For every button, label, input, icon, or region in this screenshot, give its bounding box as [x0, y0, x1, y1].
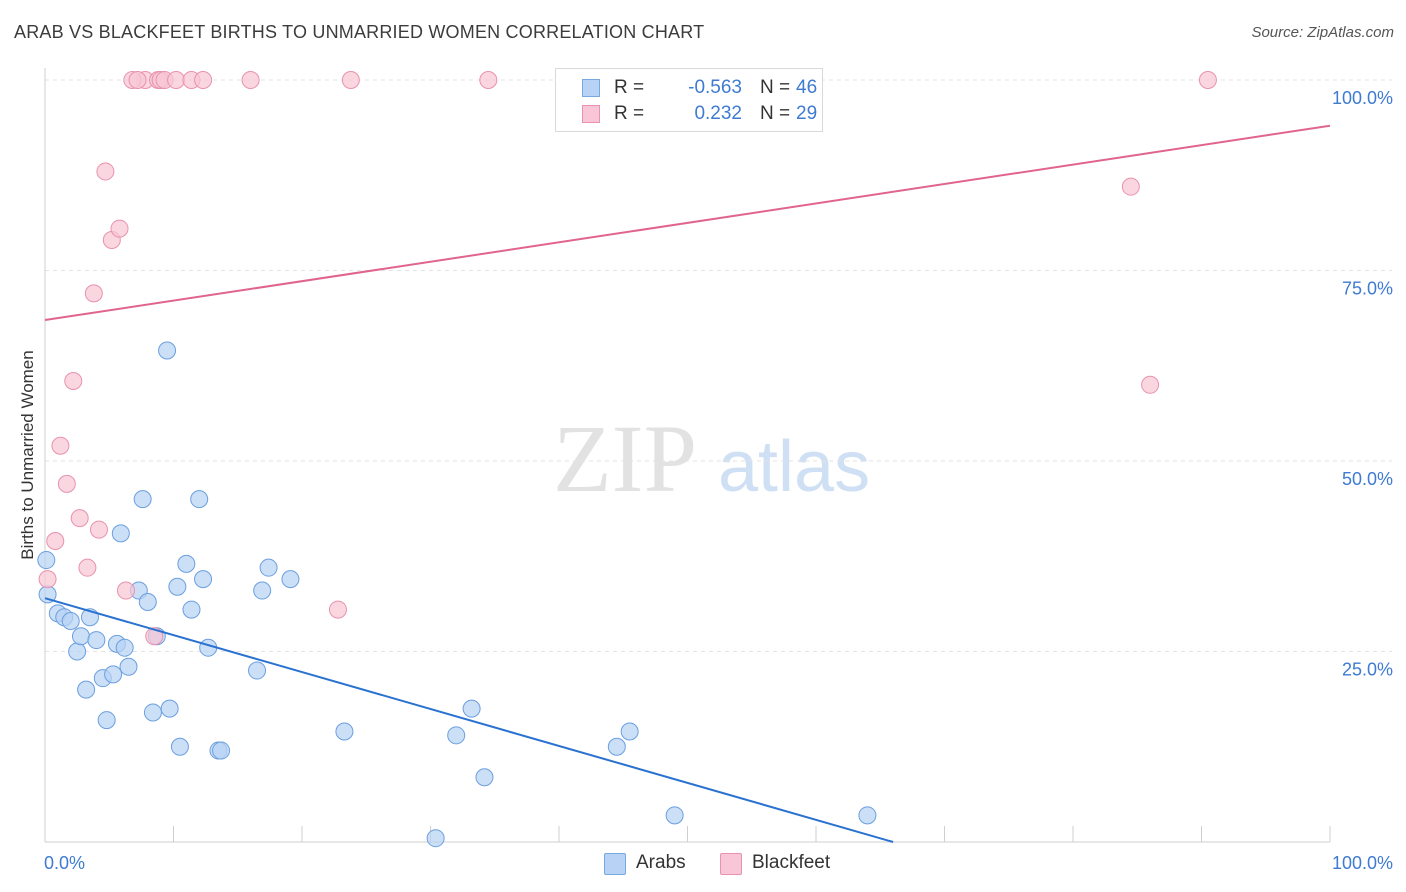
- data-point: [426, 829, 445, 848]
- data-point: [281, 570, 300, 589]
- data-point: [1141, 375, 1160, 394]
- data-point: [97, 711, 116, 730]
- data-point: [335, 722, 354, 741]
- trendline-blackfeet: [44, 124, 1331, 322]
- legend-n-value: 29: [796, 103, 818, 124]
- watermark-zip: ZIP: [553, 405, 697, 512]
- y-tick-label: 25.0%: [1342, 660, 1393, 680]
- data-point: [248, 661, 267, 680]
- legend-swatch-arabs: [582, 79, 600, 97]
- data-point: [57, 474, 76, 493]
- data-point: [858, 806, 877, 825]
- data-point: [133, 490, 152, 509]
- trendline-arabs: [44, 597, 894, 843]
- data-point: [259, 558, 278, 577]
- series-arabs: [37, 341, 877, 848]
- legend-label-arabs: Arabs: [636, 852, 686, 873]
- data-point: [160, 699, 179, 718]
- data-point: [158, 341, 177, 360]
- legend-label-blackfeet: Blackfeet: [752, 852, 831, 873]
- data-point: [182, 600, 201, 619]
- data-point: [116, 581, 135, 600]
- data-point: [119, 657, 138, 676]
- legend-n-value: 46: [796, 77, 818, 98]
- data-point: [78, 558, 97, 577]
- data-point: [194, 570, 213, 589]
- legend-swatch-blackfeet: [582, 105, 600, 123]
- watermark: ZIP atlas: [553, 405, 870, 512]
- chart-title: ARAB VS BLACKFEET BIRTHS TO UNMARRIED WO…: [14, 22, 705, 42]
- data-point: [77, 680, 96, 699]
- x-tick-label: 0.0%: [44, 853, 85, 873]
- y-axis-title: Births to Unmarried Women: [18, 350, 37, 559]
- data-point: [177, 554, 196, 573]
- legend-n-label: N =: [760, 77, 791, 98]
- data-point: [115, 638, 134, 657]
- data-point: [212, 741, 231, 760]
- data-point: [84, 284, 103, 303]
- legend-r-value: 0.232: [694, 103, 742, 124]
- legend-swatch-blackfeet: [720, 853, 742, 875]
- data-point: [447, 726, 466, 745]
- data-point: [1121, 177, 1140, 196]
- stats-legend: R = -0.563 N = 46 R = 0.232 N = 29: [555, 68, 823, 132]
- data-point: [190, 490, 209, 509]
- data-point: [104, 665, 123, 684]
- axes: [44, 68, 1331, 843]
- data-point: [170, 737, 189, 756]
- data-point: [607, 737, 626, 756]
- data-point: [138, 592, 157, 611]
- data-point: [61, 612, 80, 631]
- data-point: [475, 768, 494, 787]
- data-point: [328, 600, 347, 619]
- y-tick-label: 75.0%: [1342, 279, 1393, 299]
- series-blackfeet: [38, 71, 1217, 646]
- tick-labels: 25.0% 50.0% 75.0% 100.0% 0.0% 100.0%: [44, 88, 1393, 873]
- data-point: [253, 581, 272, 600]
- source-label: Source: ZipAtlas.com: [1251, 24, 1394, 41]
- data-point: [37, 551, 56, 570]
- legend-r-label: R =: [614, 103, 645, 124]
- data-point: [87, 631, 106, 650]
- legend-row-arabs: R = -0.563 N = 46: [582, 77, 817, 101]
- data-point: [110, 219, 129, 238]
- x-tick-label: 100.0%: [1332, 853, 1393, 873]
- data-point: [128, 71, 147, 89]
- data-point: [111, 524, 130, 543]
- data-point: [46, 532, 65, 551]
- data-point: [64, 371, 83, 390]
- data-point: [168, 577, 187, 596]
- data-point: [167, 71, 186, 89]
- data-point: [68, 642, 87, 661]
- data-point: [71, 627, 90, 646]
- data-point: [1198, 71, 1217, 89]
- data-point: [89, 520, 108, 539]
- data-point: [620, 722, 639, 741]
- data-point: [665, 806, 684, 825]
- watermark-atlas: atlas: [718, 427, 870, 507]
- data-point: [462, 699, 481, 718]
- data-point: [70, 509, 89, 528]
- y-tick-label: 100.0%: [1332, 88, 1393, 108]
- data-point: [143, 703, 162, 722]
- data-point: [38, 570, 57, 589]
- gridlines: [45, 79, 1392, 652]
- legend-swatch-arabs: [604, 853, 626, 875]
- data-point: [194, 71, 213, 89]
- y-tick-label: 50.0%: [1342, 469, 1393, 489]
- data-point: [145, 627, 164, 646]
- data-point: [479, 71, 498, 89]
- legend-n-label: N =: [760, 103, 791, 124]
- data-point: [341, 71, 360, 89]
- legend-r-label: R =: [614, 77, 645, 98]
- data-point: [51, 436, 70, 455]
- data-point: [96, 162, 115, 181]
- data-point: [241, 71, 260, 89]
- series-layer: [37, 71, 1331, 848]
- legend-row-blackfeet: R = 0.232 N = 29: [582, 103, 817, 127]
- legend-r-value: -0.563: [688, 77, 742, 98]
